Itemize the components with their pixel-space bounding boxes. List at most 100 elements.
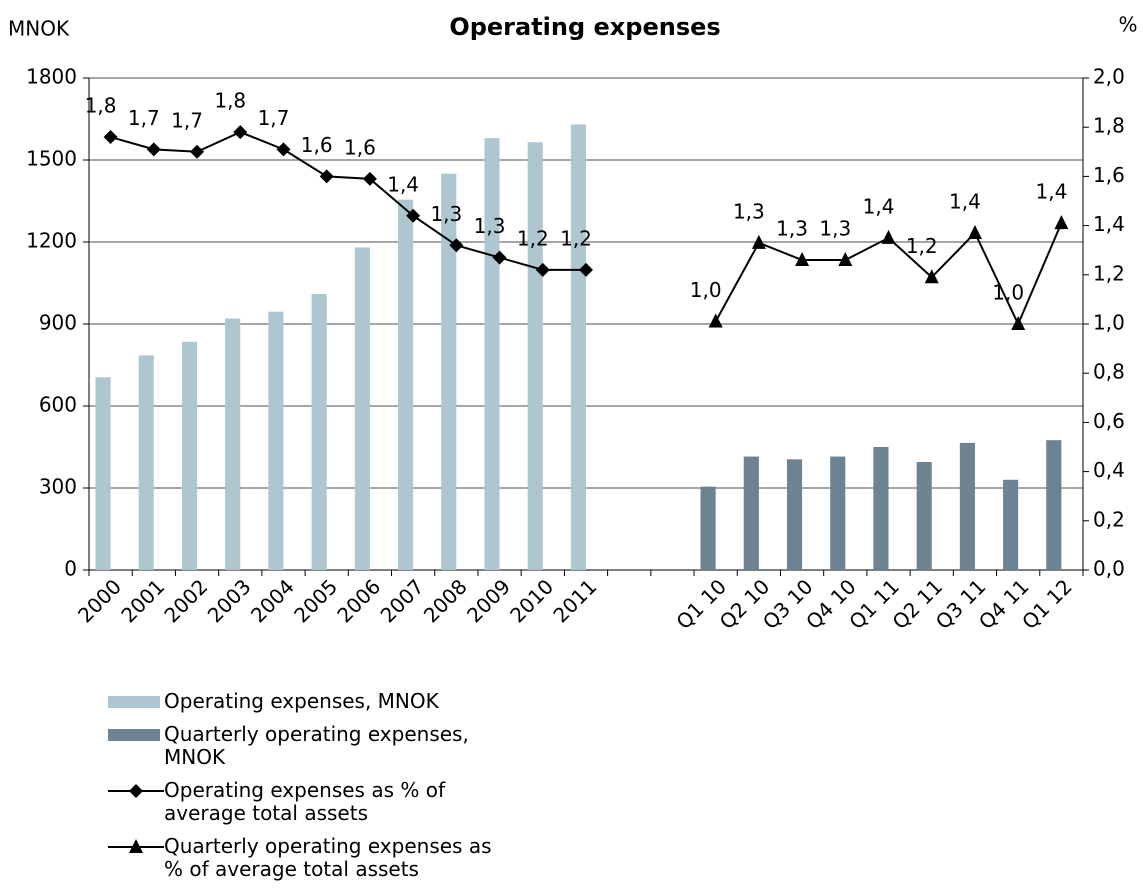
bar xyxy=(484,138,500,570)
y-axis-label: MNOK xyxy=(8,17,70,41)
y2-tick-label: 0,2 xyxy=(1093,507,1125,531)
data-label: 1,3 xyxy=(819,217,851,241)
bar xyxy=(830,456,846,570)
y2-tick-label: 0,4 xyxy=(1093,458,1125,482)
bar xyxy=(1046,440,1062,570)
data-label: 1,2 xyxy=(517,226,549,250)
x-tick-label: 2004 xyxy=(246,574,299,627)
y2-tick-label: 1,6 xyxy=(1093,163,1125,187)
legend-swatch xyxy=(108,729,160,741)
marker xyxy=(881,229,896,244)
marker xyxy=(319,169,334,184)
data-label: 1,6 xyxy=(344,135,376,159)
y-tick-label: 600 xyxy=(39,393,77,417)
marker xyxy=(406,208,421,223)
x-tick-label: 2000 xyxy=(73,574,126,627)
y-tick-label: 300 xyxy=(39,475,77,499)
legend-item: Quarterly operating expenses as % of ave… xyxy=(108,835,508,881)
marker xyxy=(146,142,161,157)
data-label: 1,3 xyxy=(733,199,765,223)
data-label: 1,4 xyxy=(1035,180,1067,204)
bar xyxy=(570,124,586,570)
y-tick-label: 1800 xyxy=(26,65,77,89)
y2-tick-label: 0,0 xyxy=(1093,557,1125,581)
y-tick-label: 1200 xyxy=(26,229,77,253)
x-tick-label: 2009 xyxy=(462,574,515,627)
y-tick-label: 1500 xyxy=(26,147,77,171)
bar xyxy=(1003,479,1019,570)
legend-swatch xyxy=(108,839,164,853)
y-tick-label: 0 xyxy=(64,557,77,581)
marker xyxy=(129,839,143,853)
data-label: 1,4 xyxy=(949,189,981,213)
legend-swatch xyxy=(108,729,160,741)
y2-axis-label: % xyxy=(1118,13,1137,37)
bar xyxy=(743,456,759,570)
legend-swatch xyxy=(108,696,160,708)
bar xyxy=(527,142,543,570)
data-label: 1,2 xyxy=(906,234,938,258)
marker xyxy=(492,250,507,265)
y2-tick-label: 1,2 xyxy=(1093,261,1125,285)
marker xyxy=(1054,215,1069,230)
chart-title: Operating expenses xyxy=(449,13,720,41)
data-label: 1,0 xyxy=(992,281,1024,305)
legend-item: Operating expenses as % of average total… xyxy=(108,779,508,825)
y2-tick-label: 2,0 xyxy=(1093,65,1125,89)
bar xyxy=(786,459,803,570)
marker xyxy=(190,144,205,159)
bar xyxy=(225,318,241,570)
line xyxy=(110,131,586,271)
data-label: 1,7 xyxy=(258,106,290,130)
bar xyxy=(354,247,370,570)
x-tick-label: 2006 xyxy=(332,574,385,627)
bar xyxy=(268,311,284,570)
marker xyxy=(924,269,939,284)
bar xyxy=(138,355,154,570)
data-label: 1,3 xyxy=(430,202,462,226)
legend-label: Operating expenses as % of average total… xyxy=(164,778,445,825)
marker xyxy=(579,262,593,277)
marker xyxy=(708,313,723,328)
data-label: 1,8 xyxy=(85,94,117,118)
data-label: 1,4 xyxy=(387,172,419,196)
legend: Operating expenses, MNOK Quarterly operat… xyxy=(108,690,508,891)
x-tick-label: 2007 xyxy=(376,574,429,627)
bar xyxy=(398,199,414,570)
x-tick-label: Q1 12 xyxy=(1017,574,1077,634)
marker xyxy=(967,224,982,239)
chart: Operating expenses MNOK % 0 300 600 900 1200… xyxy=(8,13,1138,635)
marker xyxy=(795,252,810,267)
y2-tick-label: 1,8 xyxy=(1093,114,1125,138)
data-label: 1,3 xyxy=(474,214,506,238)
x-tick-label: 2003 xyxy=(203,574,256,627)
marker xyxy=(129,784,143,798)
bar xyxy=(959,442,975,570)
x-tick-label: 2008 xyxy=(419,574,472,627)
data-label: 1,7 xyxy=(128,106,160,130)
data-label: 1,8 xyxy=(214,89,246,113)
bar xyxy=(700,486,716,570)
bar xyxy=(873,447,889,570)
x-tick-label: 2005 xyxy=(289,574,342,627)
marker xyxy=(276,142,291,157)
x-tick-label: 2011 xyxy=(548,574,601,627)
data-label: 1,2 xyxy=(560,226,592,250)
bar xyxy=(311,293,327,570)
y2-tick-label: 1,0 xyxy=(1093,311,1125,335)
legend-label: Operating expenses, MNOK xyxy=(164,689,439,713)
y2-tick-label: 1,4 xyxy=(1093,212,1125,236)
x-tick-label: 2010 xyxy=(505,574,558,627)
data-label: 1,3 xyxy=(776,217,808,241)
data-label: 1,7 xyxy=(171,108,203,132)
legend-swatch xyxy=(108,696,160,708)
legend-item: Quarterly operating expenses, MNOK xyxy=(108,723,508,769)
legend-item: Operating expenses, MNOK xyxy=(108,690,508,713)
marker xyxy=(838,252,853,267)
marker xyxy=(1011,316,1026,330)
marker xyxy=(535,262,550,277)
x-tick-label: 2001 xyxy=(116,574,169,627)
bar xyxy=(181,341,198,570)
legend-swatch xyxy=(108,784,164,798)
marker xyxy=(449,238,464,253)
